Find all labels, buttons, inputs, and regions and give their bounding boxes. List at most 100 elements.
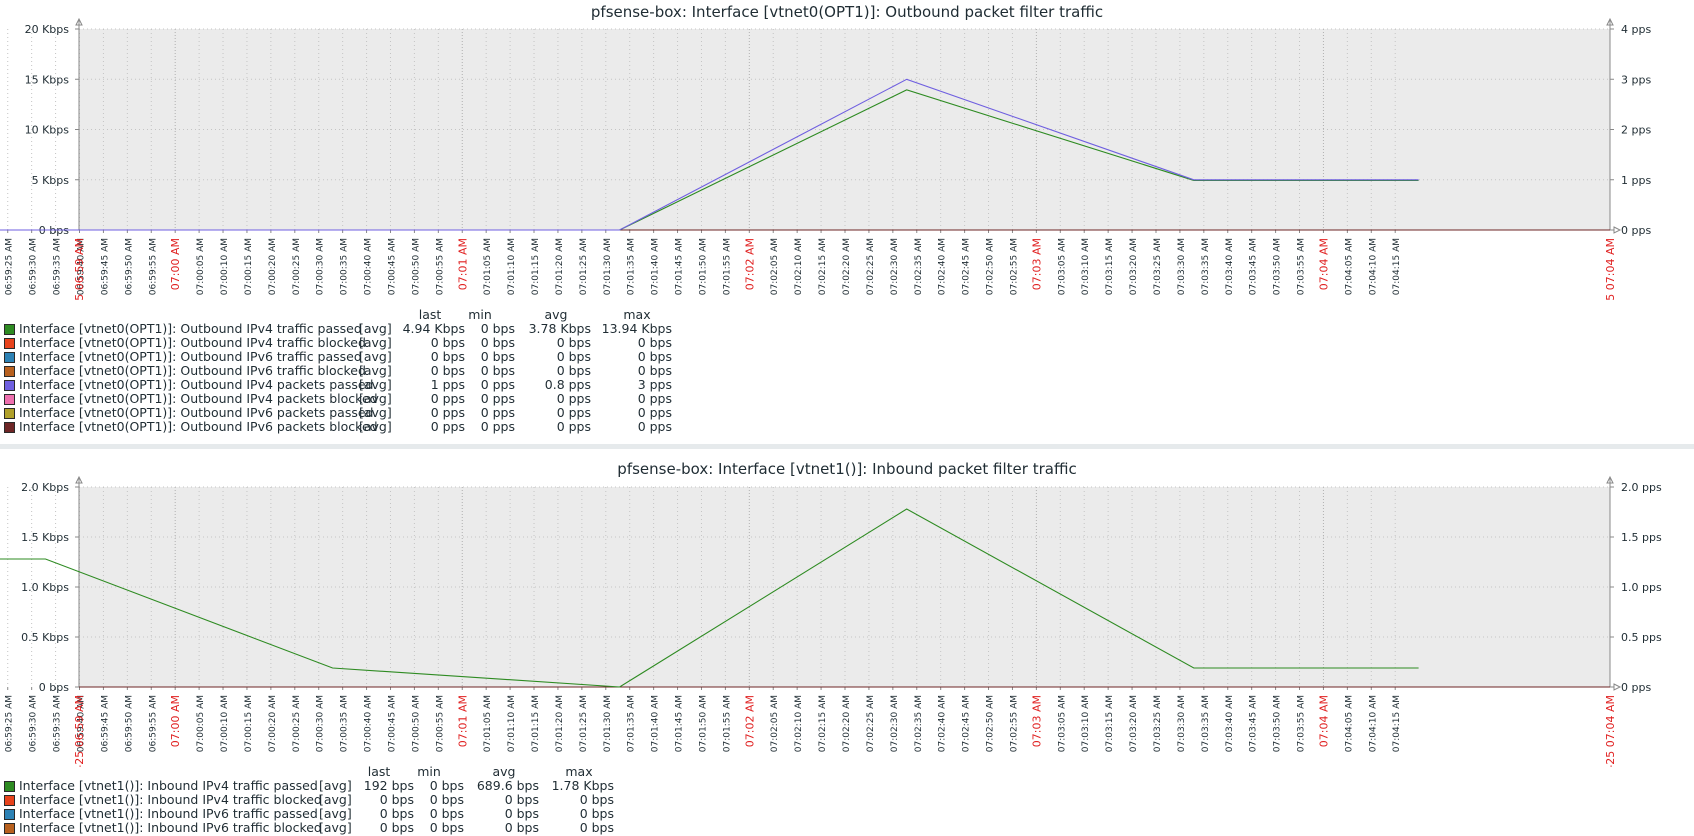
x-tick-label: 07:01:55 AM [722,238,732,295]
legend-swatch [4,795,15,806]
legend-series-name: Interface [vtnet0(OPT1)]: Outbound IPv4 … [19,391,378,406]
legend-series-name: Interface [vtnet0(OPT1)]: Outbound IPv6 … [19,349,362,364]
legend-value-last: 0 bps [430,363,465,378]
legend-swatch [4,338,15,349]
y-tick-label-right: 1.0 pps [1621,581,1662,594]
x-tick-label: 07:04:10 AM [1368,238,1378,295]
x-tick-label: 07:01:15 AM [531,695,541,752]
legend-swatch [4,366,15,377]
x-tick-label: 07:00:25 AM [292,695,302,752]
x-tick-label: 07:02:45 AM [962,238,972,295]
x-tick-label: 07:00:50 AM [411,238,421,295]
legend-swatch [4,380,15,391]
legend-swatch [4,823,15,834]
y-tick-label-right: 2.0 pps [1621,481,1662,494]
chart-title: pfsense-box: Interface [vtnet0(OPT1)]: O… [591,3,1103,21]
legend-value-max: 0 pps [637,419,672,434]
x-tick-label: 07:03:55 AM [1297,695,1307,752]
x-tick-label: 07:00:30 AM [316,238,326,295]
y-tick-label-left: 20 Kbps [25,23,70,36]
legend-value-last: 0 bps [379,806,414,821]
y-tick-label-right: 0 pps [1621,224,1651,237]
y-tick-label-left: 2.0 Kbps [21,481,69,494]
legend-value-min: 0 bps [480,335,515,350]
legend-value-avg: 0.8 pps [544,377,591,392]
legend-value-min: 0 bps [480,363,515,378]
legend-value-last: 0 bps [430,349,465,364]
x-tick-label: 07:04 AM [1317,695,1330,747]
inbound-chart: pfsense-box: Interface [vtnet1()]: Inbou… [0,460,1662,767]
x-tick-label: 07:01:35 AM [627,238,637,295]
legend-header-min: min [468,307,492,322]
outbound-legend: last min avg max Interface [vtnet0(OPT1)]: O… [4,308,764,434]
legend-header-last: last [367,764,391,779]
x-tick-label: 07:00:05 AM [196,238,206,295]
x-tick-label: 07:01:10 AM [507,238,517,295]
x-tick-label: 06:59:50 AM [124,238,134,295]
x-tick-label: 07:04:05 AM [1344,238,1354,295]
legend-header-max: max [565,764,593,779]
legend-row: Interface [vtnet1()]: Inbound IPv6 traff… [4,807,764,821]
x-tick-label: 07:02:20 AM [842,238,852,295]
legend-header-min: min [417,764,441,779]
legend-value-avg: 0 bps [556,349,591,364]
y-tick-label-right: 1.5 pps [1621,531,1662,544]
x-tick-label: 07:00:10 AM [220,695,230,752]
legend-value-max: 0 bps [579,820,614,835]
x-tick-label: 07:02:15 AM [818,238,828,295]
x-tick-label: 07:03:20 AM [1129,238,1139,295]
chart-title: pfsense-box: Interface [vtnet1()]: Inbou… [617,460,1076,478]
x-tick-label: 07:03:45 AM [1249,695,1259,752]
x-tick-label: 07:02:25 AM [866,695,876,752]
legend-row: Interface [vtnet0(OPT1)]: Outbound IPv4 … [4,336,764,350]
x-tick-label: 07:01:45 AM [675,695,685,752]
x-tick-label: 07:02:30 AM [890,695,900,752]
legend-series-name: Interface [vtnet0(OPT1)]: Outbound IPv4 … [19,335,366,350]
x-tick-label: 07:01:20 AM [555,238,565,295]
x-tick-label: 07:02:05 AM [770,695,780,752]
x-tick-label: 07:00:50 AM [411,695,421,752]
x-tick-label: 07:01:55 AM [722,695,732,752]
x-tick-label: 07:03:20 AM [1129,695,1139,752]
x-tick-label: 07:03:25 AM [1153,238,1163,295]
x-tick-label: 06:59:55 AM [148,695,158,752]
legend-value-max: 0 bps [637,363,672,378]
x-tick-label: 07:01:40 AM [651,238,661,295]
legend-value-max: 0 bps [637,349,672,364]
legend-value-avg: 0 pps [556,391,591,406]
x-tick-label: 07:02:05 AM [770,238,780,295]
x-tick-label: 07:00:35 AM [340,238,350,295]
legend-value-min: 0 pps [480,377,515,392]
x-tick-label: 07:03:10 AM [1081,238,1091,295]
legend-value-min: 0 bps [429,778,464,793]
x-tick-label: 07:01:10 AM [507,695,517,752]
legend-func: [avg] [359,377,392,392]
legend-value-max: 0 bps [637,335,672,350]
legend-header: last min avg max [4,308,764,322]
x-axis-arrow [1613,683,1622,691]
legend-header-last: last [418,307,442,322]
x-tick-label: 07:00:25 AM [292,238,302,295]
x-tick-label: 07:00:15 AM [244,238,254,295]
legend-value-last: 0 pps [430,405,465,420]
y-axis-right-arrow [1606,475,1614,484]
legend-swatch [4,781,15,792]
legend-row: Interface [vtnet0(OPT1)]: Outbound IPv4 … [4,378,764,392]
legend-value-min: 0 pps [480,419,515,434]
x-tick-label: 07:03:05 AM [1057,695,1067,752]
x-tick-label: 07:01:20 AM [555,695,565,752]
y-axis-left-arrow [75,17,83,26]
x-tick-label: 07:00:55 AM [435,238,445,295]
legend-value-max: 1.78 Kbps [551,778,614,793]
x-tick-label: 07:02:50 AM [986,238,996,295]
legend-value-max: 3 pps [637,377,672,392]
legend-swatch [4,408,15,419]
x-tick-label: 07:01:45 AM [675,238,685,295]
x-tick-label: 07:04 AM [1317,238,1330,290]
legend-value-avg: 0 bps [504,806,539,821]
legend-value-last: 0 bps [379,792,414,807]
legend-value-avg: 689.6 bps [476,778,539,793]
legend-func: [avg] [359,363,392,378]
x-tick-label: 07:02:15 AM [818,695,828,752]
x-axis-arrow [1613,226,1622,234]
